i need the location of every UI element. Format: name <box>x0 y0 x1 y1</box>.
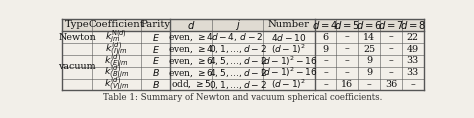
Text: –: – <box>345 56 350 65</box>
Bar <box>62 19 424 31</box>
Text: odd, $\geq 5$: odd, $\geq 5$ <box>171 79 211 90</box>
Text: 6: 6 <box>322 33 328 42</box>
Text: 33: 33 <box>407 68 419 77</box>
Text: even, $\geq 4$: even, $\geq 4$ <box>168 43 214 55</box>
Bar <box>62 31 424 43</box>
Text: 14: 14 <box>363 33 375 42</box>
Text: $d = 7$: $d = 7$ <box>378 19 404 31</box>
Text: Type: Type <box>64 21 90 30</box>
Text: –: – <box>389 44 393 54</box>
Text: $k_{(B)jm}^{(d)}$: $k_{(B)jm}^{(d)}$ <box>104 64 129 81</box>
Text: $d-4,\,d-2$: $d-4,\,d-2$ <box>211 31 264 43</box>
Bar <box>62 67 424 79</box>
Text: $B$: $B$ <box>152 67 159 78</box>
Text: 16: 16 <box>341 80 354 89</box>
Text: –: – <box>323 56 328 65</box>
Text: $(d-1)^2-16$: $(d-1)^2-16$ <box>260 54 318 68</box>
Text: $B$: $B$ <box>152 79 159 90</box>
Text: –: – <box>410 80 415 89</box>
Text: $d = 5$: $d = 5$ <box>334 19 360 31</box>
Text: $4d-10$: $4d-10$ <box>271 32 307 43</box>
Text: 22: 22 <box>407 33 419 42</box>
Text: –: – <box>367 80 372 89</box>
Text: –: – <box>389 33 393 42</box>
Text: 9: 9 <box>322 44 328 54</box>
Text: –: – <box>389 68 393 77</box>
Text: $k_{(I)jm}^{(d)}$: $k_{(I)jm}^{(d)}$ <box>105 40 128 58</box>
Text: –: – <box>323 80 328 89</box>
Text: $(d-1)^2$: $(d-1)^2$ <box>272 78 306 91</box>
Text: –: – <box>345 44 350 54</box>
Text: Coefficient: Coefficient <box>88 21 144 30</box>
Text: Number: Number <box>268 21 310 30</box>
Text: even, $\geq 6$: even, $\geq 6$ <box>168 55 214 67</box>
Text: $0,1,\ldots,d-2$: $0,1,\ldots,d-2$ <box>209 79 266 91</box>
Text: $k_{(V)jm}^{(d)}$: $k_{(V)jm}^{(d)}$ <box>104 76 129 93</box>
Text: $4,5,\ldots,d-2$: $4,5,\ldots,d-2$ <box>209 55 266 67</box>
Text: even, $\geq 4$: even, $\geq 4$ <box>168 31 214 43</box>
Text: $d = 6$: $d = 6$ <box>356 19 383 31</box>
Text: $0,1,\ldots,d-2$: $0,1,\ldots,d-2$ <box>209 43 266 55</box>
Text: even, $\geq 6$: even, $\geq 6$ <box>168 67 214 79</box>
Text: 9: 9 <box>366 68 372 77</box>
Text: –: – <box>345 68 350 77</box>
Text: $d = 4$: $d = 4$ <box>312 19 339 31</box>
Bar <box>62 55 424 67</box>
Text: $E$: $E$ <box>152 44 159 55</box>
Text: –: – <box>345 33 350 42</box>
Text: $k_{(E)jm}^{(d)}$: $k_{(E)jm}^{(d)}$ <box>104 52 128 70</box>
Text: 33: 33 <box>407 56 419 65</box>
Text: Table 1: Summary of Newton and vacuum spherical coefficients.: Table 1: Summary of Newton and vacuum sp… <box>103 93 383 102</box>
Text: Newton: Newton <box>58 33 96 42</box>
Bar <box>62 43 424 55</box>
Text: 25: 25 <box>363 44 375 54</box>
Text: $d = 8$: $d = 8$ <box>400 19 426 31</box>
Text: $4,5,\ldots,d-2$: $4,5,\ldots,d-2$ <box>209 67 266 79</box>
Text: $E$: $E$ <box>152 55 159 66</box>
Bar <box>62 79 424 91</box>
Text: Parity: Parity <box>140 21 171 30</box>
Text: $(d-1)^2$: $(d-1)^2$ <box>272 42 306 56</box>
Text: $k_{jm}^{\mathrm{N}(d)}$: $k_{jm}^{\mathrm{N}(d)}$ <box>105 29 127 45</box>
Text: vacuum: vacuum <box>58 62 96 71</box>
Text: $j$: $j$ <box>235 18 240 32</box>
Text: 49: 49 <box>407 44 419 54</box>
Text: $d$: $d$ <box>187 19 195 31</box>
Text: –: – <box>389 56 393 65</box>
Text: 36: 36 <box>385 80 397 89</box>
Text: $E$: $E$ <box>152 32 159 43</box>
Text: –: – <box>323 68 328 77</box>
Text: $(d-1)^2-16$: $(d-1)^2-16$ <box>260 66 318 79</box>
Text: 9: 9 <box>366 56 372 65</box>
